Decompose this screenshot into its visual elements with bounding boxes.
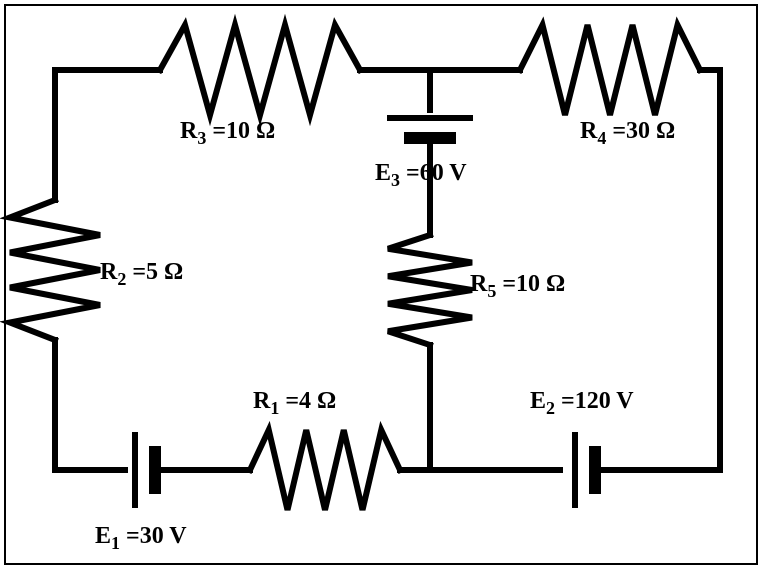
label-r1: R1 =4 Ω bbox=[253, 388, 336, 419]
label-r5: R5 =10 Ω bbox=[470, 271, 565, 302]
label-r4: R4 =30 Ω bbox=[580, 118, 675, 149]
label-r2: R2 =5 Ω bbox=[100, 259, 183, 290]
label-e2: E2 =120 V bbox=[530, 388, 634, 419]
label-e1: E1 =30 V bbox=[95, 523, 187, 554]
circuit-diagram: R3 =10 Ω R4 =30 Ω E3 =60 V R2 =5 Ω R5 =1… bbox=[0, 0, 762, 569]
label-e3: E3 =60 V bbox=[375, 160, 467, 191]
label-r3: R3 =10 Ω bbox=[180, 118, 275, 149]
